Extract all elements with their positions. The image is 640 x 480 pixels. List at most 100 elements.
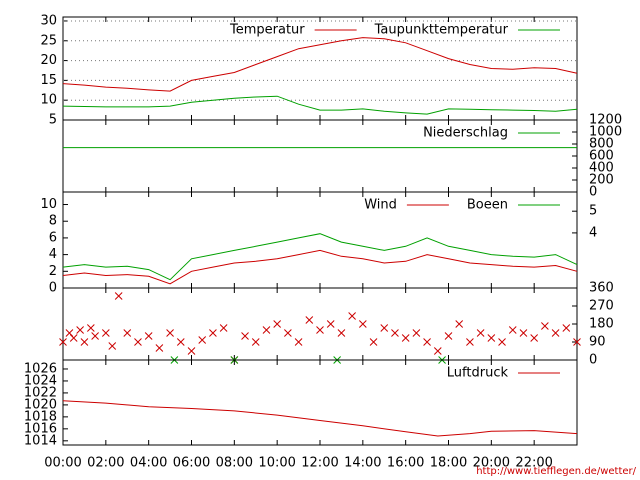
- panel-frame: [62, 287, 578, 361]
- scatter-point: [551, 329, 560, 337]
- y-tick-label: 4: [49, 247, 57, 262]
- x-tick-label: 06:00: [173, 456, 210, 471]
- y-tick-label: 10: [40, 93, 57, 108]
- y2-tick-label: 600: [589, 149, 614, 164]
- x-tick-label: 08:00: [216, 456, 253, 471]
- scatter-point: [508, 326, 517, 334]
- scatter-point: [262, 326, 271, 334]
- scatter-point: [59, 338, 67, 346]
- scatter-point: [251, 338, 260, 346]
- scatter-point: [294, 338, 303, 346]
- y-tick-label: 10: [40, 197, 57, 212]
- scatter-point: [541, 322, 549, 330]
- y-tick-label: 1018: [24, 409, 57, 424]
- y-tick-label: 20: [40, 53, 57, 68]
- y-tick-label: 8: [49, 214, 57, 229]
- scatter-point: [530, 334, 539, 342]
- scatter-point: [108, 342, 117, 350]
- y-tick-label: 0: [49, 281, 57, 296]
- scatter-point: [455, 320, 464, 328]
- x-tick-label: 02:00: [87, 456, 124, 471]
- legend-label: Taupunkttemperatur: [374, 23, 509, 38]
- scatter-point: [337, 329, 346, 337]
- scatter-point: [273, 320, 282, 328]
- x-tick-label: 20:00: [473, 456, 510, 471]
- y2-tick-label: 200: [589, 173, 614, 188]
- scatter-point: [401, 334, 410, 342]
- y2-tick-label: 270: [589, 299, 614, 314]
- scatter-point: [69, 334, 78, 342]
- scatter-point: [198, 336, 207, 344]
- y2-tick-label: 5: [589, 204, 597, 219]
- x-tick-label: 10:00: [258, 456, 295, 471]
- x-tick-label: 12:00: [301, 456, 338, 471]
- scatter-point: [305, 316, 314, 324]
- legend-label: Luftdruck: [447, 366, 509, 381]
- scatter-point: [80, 338, 89, 346]
- scatter-point: [391, 329, 399, 337]
- x-tick-label: 22:00: [515, 456, 552, 471]
- scatter-point: [123, 329, 132, 337]
- scatter-point: [466, 338, 474, 346]
- y-tick-label: 2: [49, 264, 57, 279]
- scatter-point: [433, 347, 442, 355]
- scatter-point: [326, 320, 335, 328]
- scatter-point: [412, 329, 421, 337]
- y-tick-label: 5: [49, 113, 57, 128]
- series-line: [62, 233, 578, 281]
- scatter-point: [241, 332, 249, 340]
- series-line: [62, 37, 578, 92]
- x-tick-label: 04:00: [130, 456, 167, 471]
- scatter-point: [348, 312, 356, 320]
- scatter-point: [380, 324, 389, 332]
- footer-link: http://www.tiefflegen.de/wetter/: [476, 466, 636, 477]
- scatter-point: [114, 292, 123, 300]
- y-tick-label: 1022: [24, 385, 57, 400]
- legend-label: Temperatur: [229, 23, 305, 38]
- x-tick-label: 14:00: [344, 456, 381, 471]
- y-tick-label: 1020: [24, 397, 57, 412]
- y2-tick-label: 90: [589, 335, 606, 350]
- scatter-point: [209, 329, 217, 337]
- scatter-point: [573, 338, 581, 346]
- x-tick-label: 16:00: [387, 456, 424, 471]
- scatter-point: [444, 332, 453, 340]
- y-tick-label: 1024: [24, 373, 57, 388]
- scatter-point: [358, 320, 367, 328]
- scatter-point: [519, 329, 528, 337]
- y2-tick-label: 0: [589, 185, 597, 200]
- y2-tick-label: 360: [589, 281, 614, 296]
- scatter-point: [187, 347, 196, 355]
- y2-tick-label: 800: [589, 137, 614, 152]
- x-tick-label: 00:00: [44, 456, 81, 471]
- y-tick-label: 30: [40, 13, 57, 28]
- y2-tick-label: 1000: [589, 125, 622, 140]
- y2-tick-label: 400: [589, 161, 614, 176]
- scatter-point: [562, 324, 571, 332]
- y-tick-label: 1014: [24, 433, 57, 448]
- scatter-point: [91, 332, 99, 340]
- y-tick-label: 6: [49, 230, 57, 245]
- legend-label: Boeen: [467, 198, 508, 213]
- x-tick-label: 18:00: [430, 456, 467, 471]
- scatter-point: [316, 326, 324, 334]
- series-line: [62, 400, 578, 437]
- scatter-point: [284, 329, 292, 337]
- series-line: [62, 249, 578, 285]
- scatter-point: [155, 344, 164, 352]
- scatter-point: [219, 324, 228, 332]
- y2-tick-label: 4: [589, 225, 597, 240]
- scatter-point: [498, 338, 506, 346]
- y2-tick-label: 180: [589, 317, 614, 332]
- scatter-point: [134, 338, 142, 346]
- scatter-point: [423, 338, 431, 346]
- y2-tick-label: 0: [589, 353, 597, 368]
- y2-tick-label: 1200: [589, 113, 622, 128]
- scatter-point: [176, 338, 185, 346]
- scatter-point: [487, 334, 496, 342]
- scatter-point: [86, 324, 95, 332]
- scatter-point: [76, 326, 84, 334]
- y-tick-label: 25: [40, 33, 57, 48]
- y-tick-label: 15: [40, 73, 57, 88]
